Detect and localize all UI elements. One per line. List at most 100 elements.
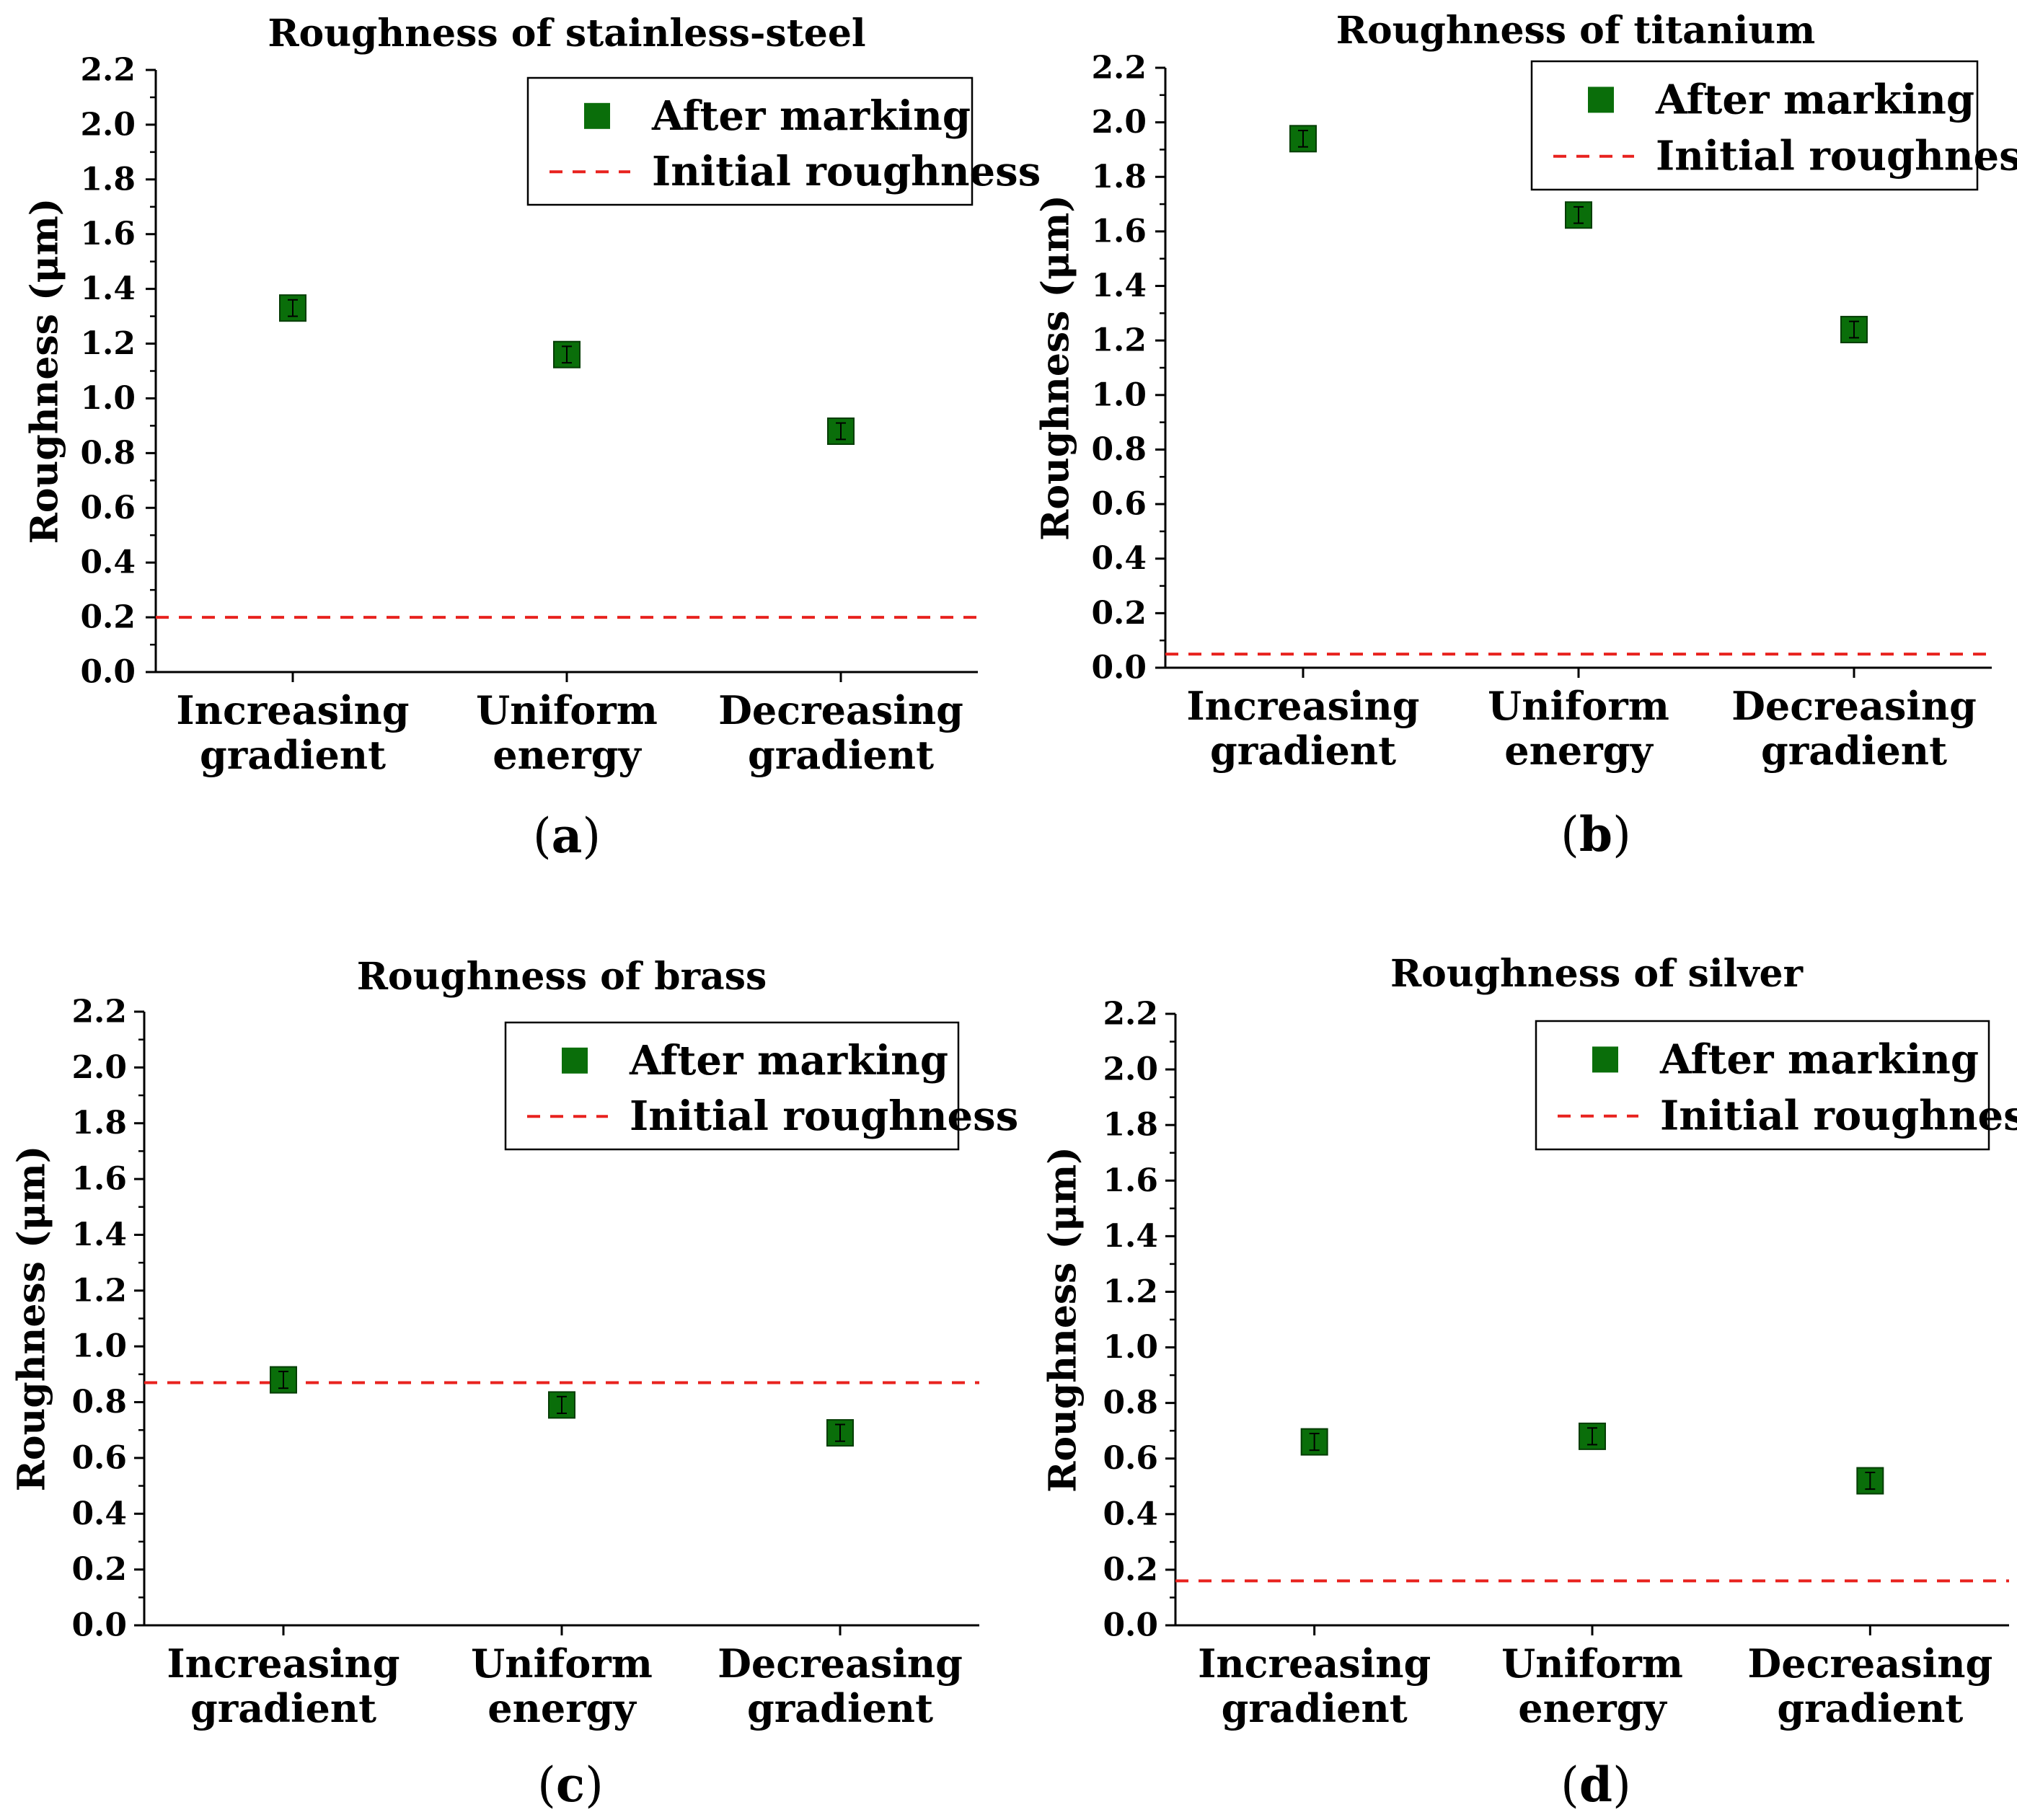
panel-label-close: ) (1612, 807, 1631, 862)
legend-box (1535, 1020, 1990, 1151)
y-tick-label: 1.4 (71, 1216, 127, 1253)
y-tick-label: 1.2 (1091, 322, 1147, 359)
x-tick-label: Decreasing (1731, 683, 1977, 729)
x-tick-label: Decreasing (718, 687, 963, 733)
chart-panel-a: Roughness of stainless-steel Roughness (μ… (23, 12, 1041, 864)
y-tick-label: 1.8 (1103, 1107, 1158, 1144)
panel-label: (c) (537, 1757, 604, 1813)
y-tick-label: 1.4 (1103, 1218, 1158, 1255)
panel-label-letter: a (552, 808, 583, 864)
panel-label-open: ( (537, 1757, 556, 1813)
panel-label-close: ) (582, 808, 601, 864)
panel-label-open: ( (1561, 807, 1579, 862)
x-tick-label: energy (1518, 1685, 1667, 1731)
y-axis-label: Roughness (μm) (23, 198, 67, 544)
y-tick-label: 2.0 (71, 1049, 127, 1086)
y-tick-label: 2.2 (71, 994, 127, 1030)
x-tick-label: Uniform (1501, 1640, 1683, 1687)
x-tick-label: Increasing (1198, 1640, 1431, 1687)
x-tick-label: energy (1504, 728, 1654, 774)
legend-box (526, 76, 974, 206)
x-tick-label: Uniform (476, 687, 658, 733)
y-tick-label: 1.8 (1091, 159, 1147, 195)
y-tick-label: 0.0 (80, 654, 136, 691)
chart-panel-b: Roughness of titanium Roughness (μm) 0.0 0.… (1034, 9, 2017, 862)
y-tick-label: 0.0 (1091, 650, 1147, 686)
chart-title: Roughness of stainless-steel (268, 12, 865, 56)
y-axis-label: Roughness (μm) (1034, 195, 1078, 541)
chart-title: Roughness of brass (357, 955, 767, 999)
y-tick-label: 0.4 (1103, 1496, 1158, 1532)
y-tick-label: 0.2 (71, 1551, 127, 1588)
y-tick-label: 2.2 (80, 52, 136, 89)
y-tick-label: 0.2 (80, 599, 136, 636)
y-tick-label: 0.6 (80, 490, 136, 526)
legend-label-initial-roughness: Initial roughness (1660, 1092, 2017, 1140)
legend: After marking Initial roughness (526, 76, 1041, 206)
y-tick-label: 1.4 (80, 270, 136, 307)
y-tick-label: 1.6 (1091, 213, 1147, 249)
y-tick-label: 2.0 (1091, 104, 1147, 141)
y-axis-label: Roughness (μm) (1041, 1147, 1085, 1493)
panel-label-close: ) (585, 1757, 604, 1813)
y-tick-label: 0.8 (1103, 1384, 1158, 1421)
y-tick-label: 1.6 (1103, 1162, 1158, 1199)
legend-marker-after-marking (1588, 87, 1614, 113)
x-tick-label: gradient (747, 1685, 933, 1731)
y-tick-label: 1.4 (1091, 268, 1147, 304)
x-tick-label: energy (487, 1685, 637, 1731)
y-tick-label: 0.0 (71, 1607, 127, 1644)
chart-panel-d: Roughness of silver Roughness (μm) 0.0 0.2 0… (1041, 952, 2017, 1813)
panel-label: (b) (1561, 806, 1631, 862)
y-tick-label: 1.6 (80, 216, 136, 252)
y-tick-label: 0.0 (1103, 1607, 1158, 1644)
y-tick-label: 1.8 (71, 1105, 127, 1141)
y-tick-label: 2.0 (1103, 1051, 1158, 1088)
x-tick-label: gradient (1761, 728, 1947, 774)
y-tick-label: 0.6 (1103, 1440, 1158, 1477)
legend-label-initial-roughness: Initial roughness (630, 1092, 1018, 1140)
x-tick-label: gradient (200, 732, 386, 778)
x-tick-label: energy (493, 732, 642, 778)
x-tick-label: Decreasing (718, 1640, 963, 1687)
legend-marker-after-marking (562, 1047, 588, 1074)
y-tick-label: 1.6 (71, 1161, 127, 1198)
y-tick-label: 1.2 (71, 1272, 127, 1309)
panel-label: (d) (1561, 1757, 1631, 1813)
x-tick-label: Decreasing (1747, 1640, 1992, 1687)
panel-label-close: ) (1612, 1757, 1631, 1813)
x-tick-label: Uniform (471, 1640, 653, 1687)
x-tick-label: gradient (1222, 1685, 1408, 1731)
x-tick-label: Increasing (1186, 683, 1419, 729)
y-tick-label: 1.2 (80, 325, 136, 362)
x-tick-label: gradient (1777, 1685, 1963, 1731)
y-tick-label: 0.2 (1103, 1551, 1158, 1588)
panel-label-letter: c (556, 1757, 585, 1813)
y-tick-label: 0.2 (1091, 595, 1147, 632)
panel-label-open: ( (533, 808, 552, 864)
y-tick-label: 0.4 (71, 1496, 127, 1532)
legend-label-initial-roughness: Initial roughness (652, 148, 1041, 195)
y-tick-label: 0.8 (71, 1384, 127, 1421)
y-tick-label: 0.4 (1091, 540, 1147, 577)
y-tick-label: 1.0 (71, 1328, 127, 1365)
y-tick-label: 0.8 (80, 435, 136, 472)
y-tick-label: 0.6 (71, 1439, 127, 1476)
y-tick-label: 0.4 (80, 544, 136, 581)
panel-label: (a) (533, 808, 601, 864)
chart-panel-c: Roughness of brass Roughness (μm) 0.0 0.2 0.… (10, 955, 1019, 1813)
legend-marker-after-marking (584, 102, 610, 129)
legend-marker-after-marking (1592, 1046, 1618, 1073)
x-tick-label: Increasing (167, 1640, 400, 1687)
panel-label-letter: d (1579, 1757, 1612, 1813)
legend-label-after-marking: After marking (629, 1037, 948, 1085)
chart-title: Roughness of titanium (1336, 9, 1815, 53)
legend-label-initial-roughness: Initial roughness (1656, 133, 2017, 180)
chart-title: Roughness of silver (1390, 952, 1804, 996)
y-tick-label: 2.0 (80, 106, 136, 143)
y-tick-label: 2.2 (1103, 996, 1158, 1033)
y-axis-label: Roughness (μm) (10, 1146, 54, 1492)
y-tick-label: 0.6 (1091, 486, 1147, 523)
panel-label-open: ( (1561, 1757, 1579, 1813)
